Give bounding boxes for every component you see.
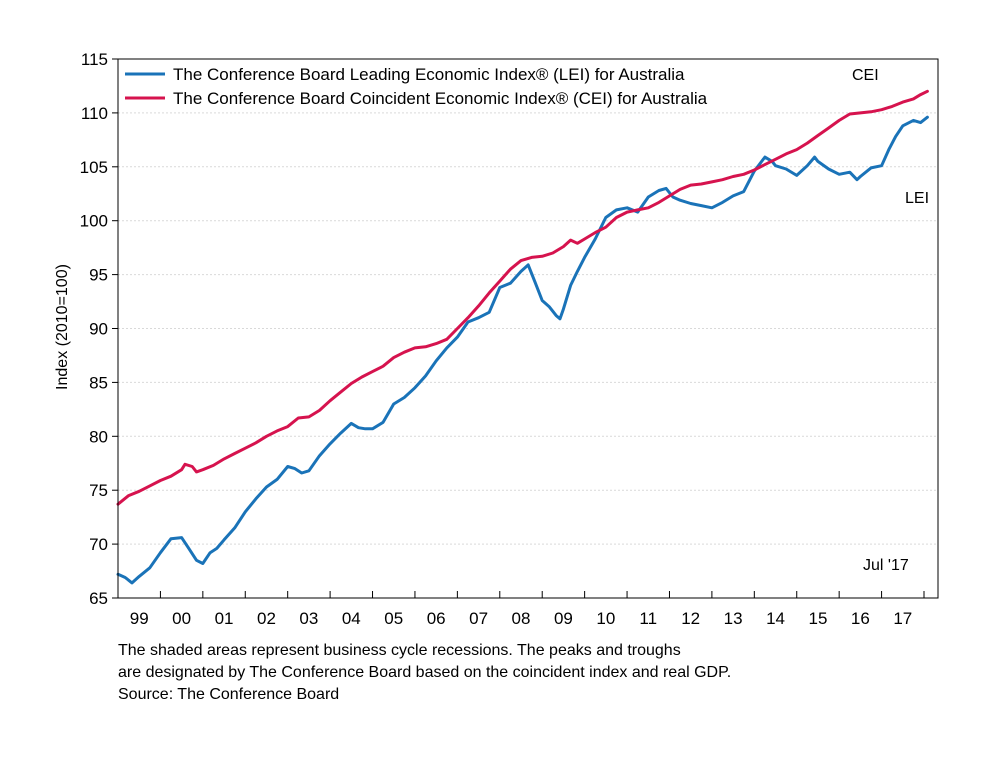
- y-tick-label: 85: [89, 373, 108, 392]
- footnote-line-2: are designated by The Conference Board b…: [118, 664, 732, 681]
- x-tick-label: 01: [215, 609, 234, 628]
- footnote: The shaded areas represent business cycl…: [118, 640, 898, 706]
- y-tick-label: 115: [81, 50, 108, 69]
- cei-series-line: [116, 89, 929, 506]
- legend-label-lei: The Conference Board Leading Economic In…: [173, 65, 685, 84]
- x-tick-label: 12: [681, 609, 700, 628]
- x-tick-label: 06: [427, 609, 446, 628]
- y-tick-label: 110: [81, 104, 108, 123]
- x-tick-label: 04: [342, 609, 361, 628]
- lei-series-line: [116, 115, 929, 585]
- legend: The Conference Board Leading Economic In…: [125, 65, 708, 108]
- y-tick-label: 70: [89, 535, 108, 554]
- x-tick-label: 99: [130, 609, 149, 628]
- y-tick-label: 90: [89, 320, 108, 339]
- cei-annotation: CEI: [852, 67, 879, 84]
- y-tick-label: 75: [89, 481, 108, 500]
- latest-date-annotation: Jul '17: [863, 557, 909, 574]
- y-tick-label: 100: [80, 212, 108, 231]
- x-tick-label: 08: [512, 609, 531, 628]
- x-tick-label: 09: [554, 609, 573, 628]
- x-tick-label: 05: [384, 609, 403, 628]
- series-lines: [116, 89, 929, 585]
- x-tick-label: 07: [469, 609, 488, 628]
- y-tick-label: 95: [89, 266, 108, 285]
- y-tick-label: 80: [89, 427, 108, 446]
- x-tick-label: 10: [596, 609, 615, 628]
- y-tick-label: 105: [80, 158, 108, 177]
- legend-label-cei: The Conference Board Coincident Economic…: [173, 89, 708, 108]
- y-axis-title: Index (2010=100): [54, 264, 71, 390]
- x-tick-label: 13: [724, 609, 743, 628]
- x-tick-label: 14: [766, 609, 785, 628]
- lei-annotation: LEI: [905, 190, 929, 207]
- plot-area-frame: [117, 58, 939, 599]
- y-axis-ticks: 65 70 75 80 85 90 95 100 105 110 115: [80, 50, 118, 608]
- y-tick-label: 65: [89, 589, 108, 608]
- x-axis-ticks: 99 00 01 02 03 04 05 06 07 08 09 10 11 12 13 14 15 16 17: [130, 591, 925, 628]
- x-tick-label: 16: [851, 609, 870, 628]
- x-tick-label: 11: [639, 609, 657, 628]
- line-chart: 99 00 01 02 03 04 05 06 07 08 09 10 11 12 13 14 15 16 17 6…: [54, 50, 939, 628]
- x-tick-label: 02: [257, 609, 276, 628]
- source-note: Source: The Conference Board: [118, 686, 340, 703]
- x-tick-label: 17: [893, 609, 912, 628]
- x-tick-label: 00: [172, 609, 191, 628]
- x-tick-label: 03: [299, 609, 318, 628]
- gridlines: [118, 112, 938, 545]
- footnote-line-1: The shaded areas represent business cycl…: [118, 642, 681, 659]
- x-tick-label: 15: [808, 609, 827, 628]
